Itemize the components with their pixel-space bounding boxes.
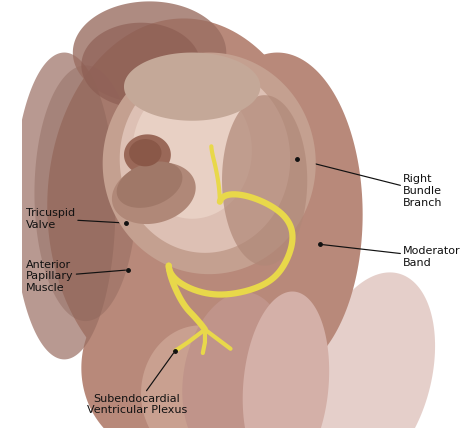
Polygon shape: [120, 65, 290, 253]
Polygon shape: [129, 139, 162, 166]
Polygon shape: [13, 52, 116, 360]
Text: Tricuspid
Valve: Tricuspid Valve: [26, 208, 123, 230]
Polygon shape: [133, 82, 252, 219]
Text: Moderator
Band: Moderator Band: [323, 245, 461, 268]
Polygon shape: [222, 95, 307, 266]
Polygon shape: [82, 232, 252, 385]
Polygon shape: [141, 325, 260, 429]
Polygon shape: [124, 52, 260, 121]
Text: Subendocardial
Ventricular Plexus: Subendocardial Ventricular Plexus: [87, 353, 187, 415]
Polygon shape: [192, 52, 363, 377]
Polygon shape: [182, 292, 287, 429]
Polygon shape: [307, 272, 435, 429]
Polygon shape: [82, 23, 201, 108]
Text: Anterior
Papillary
Muscle: Anterior Papillary Muscle: [26, 260, 126, 293]
Text: Right
Bundle
Branch: Right Bundle Branch: [299, 160, 443, 208]
Polygon shape: [117, 161, 182, 208]
Polygon shape: [82, 283, 235, 429]
Polygon shape: [112, 162, 196, 224]
Polygon shape: [35, 65, 137, 321]
Polygon shape: [73, 1, 226, 104]
Polygon shape: [47, 18, 320, 393]
Polygon shape: [243, 291, 329, 429]
Polygon shape: [124, 134, 171, 175]
Polygon shape: [103, 52, 316, 274]
